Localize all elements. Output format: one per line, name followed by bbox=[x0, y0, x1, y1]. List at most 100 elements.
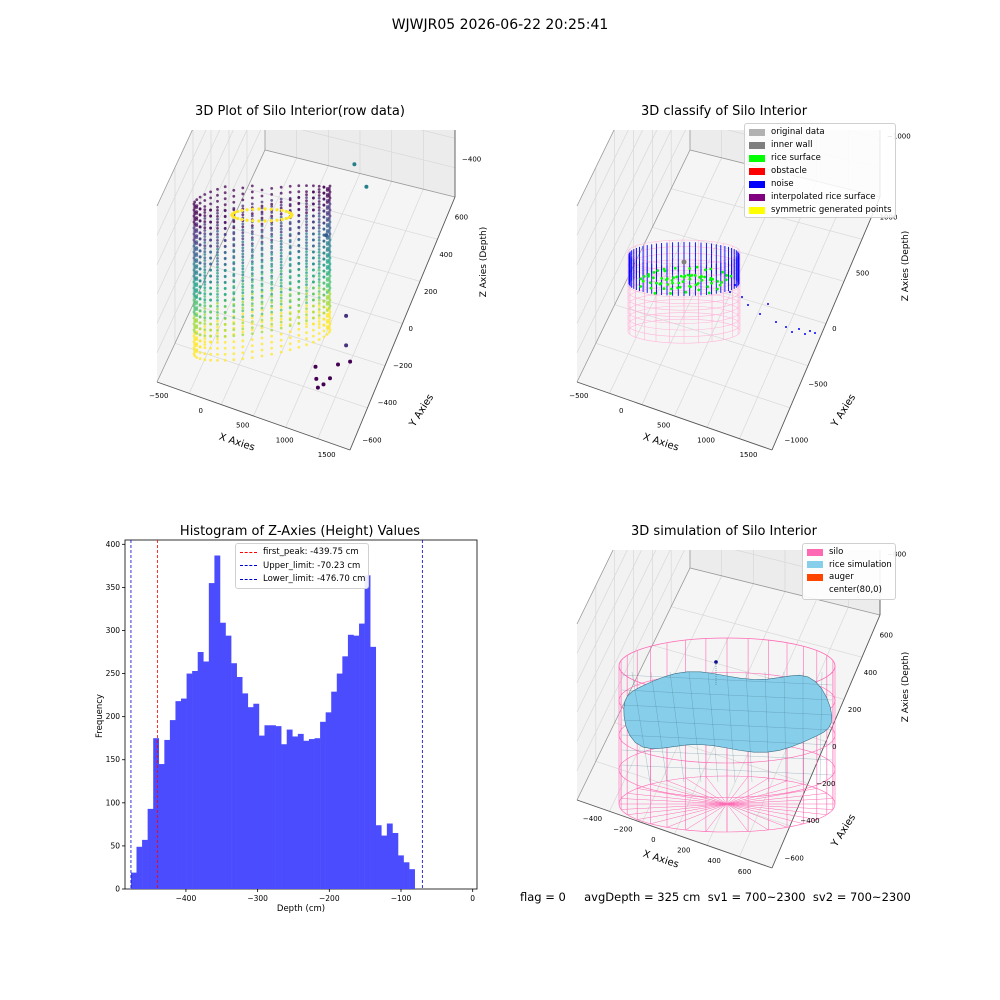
raw-point bbox=[305, 280, 308, 283]
raw-point bbox=[193, 242, 197, 246]
panel1-zlabel: Z Axies (Depth) bbox=[479, 227, 489, 298]
raw-point bbox=[216, 245, 219, 248]
legend-swatch bbox=[807, 561, 823, 568]
raw-point bbox=[232, 298, 236, 302]
raw-point bbox=[223, 310, 227, 314]
raw-point bbox=[209, 256, 213, 260]
noise-point bbox=[741, 296, 743, 298]
raw-point bbox=[241, 309, 245, 313]
raw-point bbox=[297, 279, 301, 283]
histogram-bar bbox=[231, 663, 237, 889]
raw-point bbox=[287, 215, 291, 219]
raw-point bbox=[195, 344, 199, 347]
raw-point bbox=[297, 225, 301, 229]
raw-point bbox=[284, 216, 288, 221]
rice-surface-point bbox=[710, 281, 713, 285]
raw-point bbox=[279, 206, 283, 210]
raw-point bbox=[297, 207, 301, 211]
rice-surface-point bbox=[666, 283, 670, 286]
raw-point bbox=[317, 296, 321, 299]
raw-point bbox=[241, 213, 245, 217]
raw-point bbox=[312, 304, 315, 308]
raw-point bbox=[297, 309, 301, 313]
raw-point bbox=[193, 350, 197, 354]
raw-point bbox=[327, 252, 331, 256]
raw-point bbox=[203, 340, 207, 344]
raw-point bbox=[195, 350, 199, 353]
raw-point bbox=[270, 352, 274, 356]
raw-point bbox=[232, 220, 236, 224]
raw-point bbox=[232, 280, 236, 284]
raw-point bbox=[216, 277, 219, 281]
raw-point bbox=[317, 268, 321, 272]
outlier-point bbox=[344, 313, 349, 318]
raw-point bbox=[216, 293, 219, 296]
noise-point bbox=[775, 321, 777, 323]
raw-point bbox=[317, 208, 321, 212]
raw-point bbox=[203, 256, 207, 260]
raw-point bbox=[325, 189, 329, 192]
raw-point bbox=[209, 352, 213, 356]
raw-point bbox=[260, 312, 264, 316]
raw-point bbox=[251, 219, 255, 223]
raw-point bbox=[203, 250, 207, 254]
raw-point bbox=[192, 208, 196, 212]
rice-surface-point bbox=[721, 270, 724, 274]
raw-point bbox=[322, 209, 326, 213]
raw-point bbox=[317, 338, 321, 341]
rice-mesh-line bbox=[621, 719, 833, 731]
raw-point bbox=[279, 254, 283, 258]
raw-point bbox=[203, 268, 207, 272]
y-tick-label: 0 bbox=[409, 325, 413, 333]
rice-surface-point bbox=[694, 283, 698, 287]
raw-point bbox=[317, 314, 321, 317]
raw-point bbox=[325, 303, 329, 306]
rice-surface-point bbox=[656, 269, 660, 272]
raw-point bbox=[297, 285, 301, 289]
raw-point bbox=[223, 340, 227, 344]
raw-point bbox=[203, 307, 207, 310]
raw-point bbox=[288, 240, 292, 244]
legend-label: noise bbox=[771, 179, 794, 189]
raw-point bbox=[270, 259, 274, 262]
raw-point bbox=[203, 286, 207, 290]
x-axis-line bbox=[576, 799, 773, 869]
raw-point bbox=[279, 224, 283, 228]
raw-point bbox=[260, 252, 264, 256]
rice-surface-point bbox=[659, 282, 663, 285]
raw-point bbox=[305, 232, 308, 236]
raw-point bbox=[305, 310, 308, 313]
histogram-bar bbox=[158, 764, 165, 889]
legend-item: first_peak: -439.75 cm bbox=[240, 547, 359, 559]
raw-point bbox=[325, 285, 329, 288]
raw-point bbox=[209, 232, 213, 236]
rice-surface-point bbox=[639, 285, 643, 288]
raw-point bbox=[288, 336, 292, 340]
raw-point bbox=[275, 208, 279, 212]
raw-point bbox=[250, 242, 254, 246]
y-tick-label: 200 bbox=[848, 706, 861, 714]
raw-point bbox=[232, 244, 236, 248]
raw-point bbox=[305, 343, 308, 347]
raw-point bbox=[192, 202, 196, 206]
raw-point bbox=[297, 333, 301, 337]
raw-point bbox=[322, 293, 326, 297]
panel4-legend: silo rice simulation auger center(80,0) bbox=[802, 543, 896, 600]
raw-point bbox=[317, 280, 321, 284]
raw-point bbox=[305, 250, 308, 254]
outlier-point bbox=[314, 376, 319, 381]
silo-floor-spoke bbox=[726, 777, 769, 805]
raw-point bbox=[195, 272, 199, 275]
raw-point bbox=[223, 250, 227, 254]
outlier-point bbox=[364, 184, 369, 189]
raw-point bbox=[270, 340, 274, 344]
legend-item: symmetric generated points bbox=[749, 205, 892, 217]
silo-floor-spoke bbox=[726, 780, 788, 805]
raw-point bbox=[232, 188, 236, 192]
raw-point bbox=[198, 237, 202, 241]
raw-point bbox=[241, 333, 245, 337]
raw-point bbox=[241, 261, 245, 265]
raw-point bbox=[317, 242, 321, 245]
raw-point bbox=[317, 292, 321, 296]
raw-point bbox=[305, 277, 308, 281]
